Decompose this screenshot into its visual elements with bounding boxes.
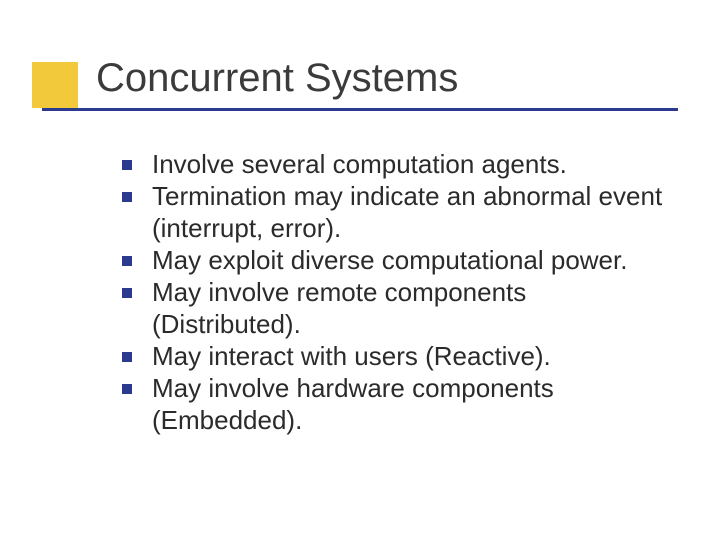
list-item: Termination may indicate an abnormal eve… [122,180,682,244]
bullet-icon [122,352,132,362]
bullet-icon [122,192,132,202]
list-item: May interact with users (Reactive). [122,340,682,372]
list-item: May involve remote components (Distribut… [122,276,682,340]
bullet-icon [122,288,132,298]
bullet-text: May involve hardware components (Embedde… [152,372,682,436]
bullet-icon [122,384,132,394]
bullet-text: Involve several computation agents. [152,148,682,180]
list-item: May exploit diverse computational power. [122,244,682,276]
bullet-text: May involve remote components (Distribut… [152,276,682,340]
bullet-text: Termination may indicate an abnormal eve… [152,180,682,244]
title-accent-box [32,62,78,108]
title-underline [42,108,678,111]
slide-title: Concurrent Systems [96,56,458,101]
list-item: Involve several computation agents. [122,148,682,180]
bullet-icon [122,160,132,170]
list-item: May involve hardware components (Embedde… [122,372,682,436]
bullet-icon [122,256,132,266]
slide: Concurrent Systems Involve several compu… [0,0,720,540]
bullet-text: May interact with users (Reactive). [152,340,682,372]
bullet-list: Involve several computation agents.Termi… [122,148,682,436]
bullet-text: May exploit diverse computational power. [152,244,682,276]
